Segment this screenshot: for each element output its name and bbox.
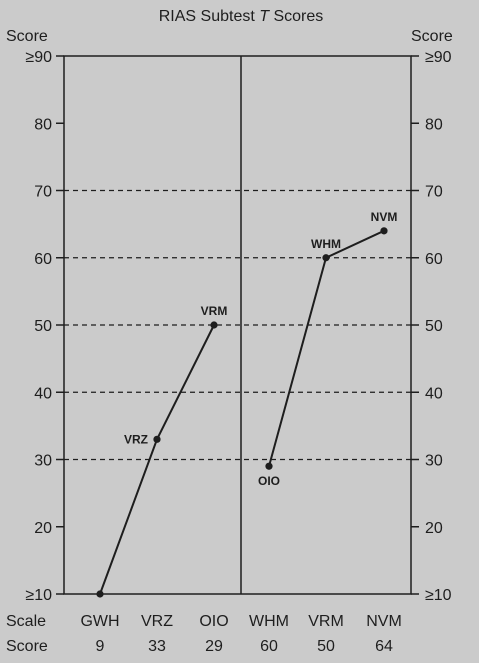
y-axis-label-right: Score: [411, 28, 453, 45]
row-label-score: Score: [6, 638, 48, 655]
y-tick-label-left-90: ≥90: [25, 49, 52, 66]
scaled-score-whm-4: 60: [260, 638, 278, 655]
y-tick-label-right-70: 70: [425, 184, 443, 201]
x-tick-label-whm-4: WHM: [249, 613, 289, 630]
y-tick-label-right-30: 30: [425, 453, 443, 470]
y-tick-label-left-70: 70: [34, 184, 52, 201]
x-tick-label-vrm-5: VRM: [308, 613, 344, 630]
point-label-whm: WHM: [311, 237, 341, 251]
bottom-table: Scale Score GWH 9 VRZ 33 OIO 29 WHM 60 VRM 50 NVM 6…: [6, 613, 402, 655]
y-tick-label-left-10: ≥10: [25, 587, 52, 604]
x-tick-label-oio-3: OIO: [199, 613, 228, 630]
point-label-nvm: NVM: [371, 210, 398, 224]
point-label-vrz: VRZ: [124, 432, 148, 446]
y-tick-label-left-80: 80: [34, 116, 52, 133]
scaled-score-gwh-1: 9: [96, 638, 105, 655]
y-tick-label-right-80: 80: [425, 116, 443, 133]
y-tick-label-right-10: ≥10: [425, 587, 452, 604]
data-point-vrm-2: [322, 254, 330, 262]
y-axis-label-left: Score: [6, 28, 48, 45]
series-line-2: [268, 229, 385, 467]
scaled-score-nvm-6: 64: [375, 638, 393, 655]
data-point-gwh-1: [96, 590, 104, 598]
scaled-score-vrz-2: 33: [148, 638, 166, 655]
scaled-score-vrm-5: 50: [317, 638, 335, 655]
y-tick-label-right-90: ≥90: [425, 49, 452, 66]
series-lines: [99, 229, 385, 595]
data-point-whm-2: [265, 462, 273, 470]
y-tick-label-right-60: 60: [425, 251, 443, 268]
y-tick-label-left-60: 60: [34, 251, 52, 268]
y-tick-label-left-40: 40: [34, 385, 52, 402]
y-tick-label-left-50: 50: [34, 318, 52, 335]
y-tick-label-right-50: 50: [425, 318, 443, 335]
gridlines: [64, 189, 411, 461]
data-point-oio-1: [210, 321, 218, 329]
y-tick-label-left-20: 20: [34, 520, 52, 537]
scaled-score-oio-3: 29: [205, 638, 223, 655]
point-label-oio: OIO: [258, 474, 280, 488]
data-point-nvm-2: [380, 227, 388, 235]
x-tick-label-gwh-1: GWH: [80, 613, 119, 630]
y-ticks: ≥10 ≥10 20 20 30 30 40 40 50 50 60 60 70 70 80 80 ≥90 ≥90: [25, 49, 451, 604]
x-tick-label-nvm-6: NVM: [366, 613, 402, 630]
y-tick-label-right-40: 40: [425, 385, 443, 402]
y-tick-label-right-20: 20: [425, 520, 443, 537]
data-points: VRZ VRM OIO WHM NVM: [96, 210, 397, 598]
row-label-scale: Scale: [6, 613, 46, 630]
x-tick-label-vrz-2: VRZ: [141, 613, 173, 630]
y-tick-label-left-30: 30: [34, 453, 52, 470]
chart-title: RIAS Subtest T Scores: [159, 8, 324, 25]
point-label-vrm: VRM: [201, 304, 228, 318]
data-point-vrz-1: [153, 435, 161, 443]
